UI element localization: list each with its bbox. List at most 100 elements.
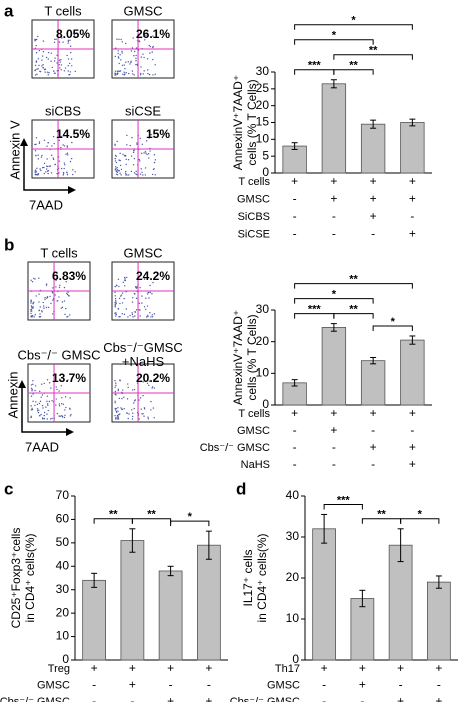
event-dot (142, 174, 144, 176)
event-dot (117, 418, 120, 420)
event-dot (145, 297, 147, 299)
event-dot (136, 142, 138, 144)
event-dot (116, 166, 118, 169)
event-dot (141, 152, 143, 155)
event-dot (120, 294, 123, 296)
event-dot (37, 172, 40, 175)
event-dot (153, 313, 156, 315)
event-dot (120, 168, 123, 171)
condition-mark: + (409, 227, 416, 241)
significance-label: * (332, 289, 337, 301)
quadrant-percent: 8.05% (56, 27, 90, 41)
significance-bracket (333, 69, 374, 75)
event-dot (58, 160, 61, 162)
event-dot (42, 301, 44, 304)
event-dot (36, 403, 39, 406)
event-dot (124, 67, 126, 70)
event-dot (35, 137, 38, 139)
condition-name: Cbs⁻/⁻ GMSC (230, 696, 300, 702)
event-dot (118, 57, 120, 59)
event-dot (114, 291, 116, 294)
event-dot (61, 416, 64, 418)
event-dot (146, 382, 149, 384)
event-dot (153, 161, 156, 164)
event-dot (145, 152, 147, 154)
event-dot (115, 302, 117, 305)
event-dot (136, 143, 138, 145)
condition-mark: + (435, 661, 442, 675)
event-dot (139, 74, 142, 76)
event-dot (59, 284, 61, 287)
event-dot (123, 297, 125, 300)
event-dot (153, 387, 156, 389)
y-axis-label: IL17⁺ cellsin CD4⁺ cells(%) (241, 533, 269, 622)
significance-label: ** (349, 304, 358, 316)
event-dot (32, 306, 34, 309)
event-dot (69, 415, 72, 417)
event-dot (149, 291, 152, 294)
event-dot (46, 145, 48, 147)
event-dot (71, 141, 73, 144)
event-dot (30, 308, 33, 310)
event-dot (126, 144, 128, 146)
event-dot (154, 378, 157, 380)
significance-label: *** (308, 60, 322, 72)
event-dot (46, 297, 48, 299)
event-dot (55, 398, 57, 400)
event-dot (151, 386, 154, 388)
event-dot (117, 417, 119, 419)
event-dot (115, 382, 117, 384)
event-dot (58, 64, 60, 66)
event-dot (127, 386, 129, 389)
condition-mark: - (399, 678, 403, 692)
event-dot (121, 292, 124, 294)
event-dot (135, 47, 138, 49)
event-dot (51, 291, 54, 293)
event-dot (45, 171, 47, 173)
event-dot (63, 70, 66, 72)
event-dot (118, 297, 121, 300)
event-dot (68, 74, 70, 76)
event-dot (120, 38, 122, 41)
event-dot (125, 72, 127, 74)
condition-mark: + (409, 406, 416, 420)
event-dot (145, 140, 148, 142)
event-dot (148, 157, 150, 159)
event-dot (129, 63, 131, 65)
event-dot (147, 152, 150, 155)
event-dot (116, 140, 118, 143)
significance-bracket (323, 503, 363, 510)
event-dot (38, 293, 40, 295)
y-axis-label: CD25⁺Foxp3⁺cellsin CD4⁺ cells(%) (9, 528, 37, 629)
event-dot (118, 38, 120, 41)
event-dot (123, 64, 125, 66)
bar (400, 339, 425, 406)
event-dot (154, 73, 156, 76)
event-dot (129, 314, 131, 317)
event-dot (56, 172, 58, 175)
condition-mark: + (359, 661, 366, 675)
event-dot (67, 65, 69, 67)
event-dot (67, 154, 69, 156)
event-dot (135, 57, 137, 60)
significance-label: *** (337, 494, 351, 506)
event-dot (48, 72, 50, 74)
flow-title: Cbs⁻/⁻ GMSC (17, 347, 100, 362)
condition-mark: + (205, 694, 212, 702)
event-dot (149, 284, 151, 287)
event-dot (44, 297, 46, 299)
event-dot (152, 46, 154, 49)
event-dot (41, 154, 43, 157)
y-tick-label: 10 (56, 629, 70, 643)
condition-mark: - (410, 209, 414, 223)
significance-label: * (351, 15, 356, 27)
event-dot (146, 153, 148, 156)
event-dot (38, 141, 41, 143)
event-dot (32, 400, 34, 403)
event-dot (43, 411, 46, 414)
event-dot (127, 159, 130, 161)
event-dot (123, 279, 126, 281)
event-dot (53, 60, 56, 62)
condition-name: GMSC (237, 193, 270, 205)
